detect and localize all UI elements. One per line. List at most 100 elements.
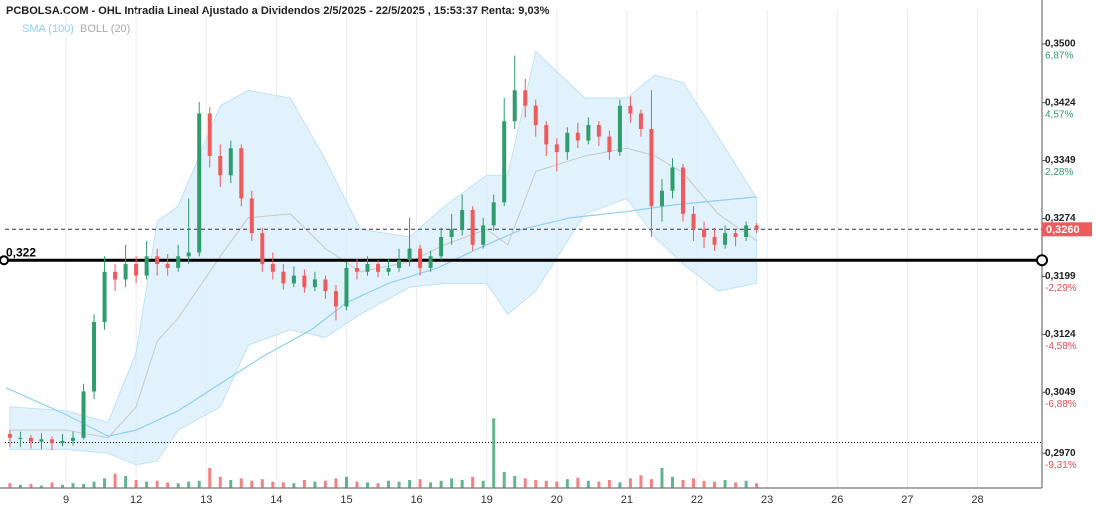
candle-body: [502, 121, 507, 203]
volume-bar: [744, 480, 748, 488]
candle-body: [512, 90, 517, 122]
candle-body: [554, 144, 559, 153]
candle-body: [270, 264, 275, 272]
x-tick-label: 26: [831, 494, 843, 506]
candle-body: [165, 264, 170, 268]
volume-bar: [145, 481, 149, 488]
volume-bar: [92, 481, 96, 488]
candle-body: [333, 291, 338, 307]
candle-body: [354, 267, 359, 272]
volume-bar: [639, 475, 643, 488]
candle-body: [281, 271, 286, 284]
candle-body: [28, 437, 33, 442]
volume-bar: [208, 468, 212, 488]
candle-body: [428, 256, 433, 268]
volume-bar: [82, 484, 86, 488]
candle-body: [638, 113, 643, 129]
y-pct-label: 6,87%: [1045, 51, 1073, 62]
candle-body: [71, 437, 76, 441]
x-tick-label: 19: [481, 494, 493, 506]
candle-body: [470, 210, 475, 245]
volume-bar: [713, 481, 717, 488]
x-tick-label: 13: [200, 494, 212, 506]
volume-bar: [387, 480, 391, 488]
candle-body: [439, 237, 444, 257]
candle-body: [628, 105, 633, 114]
candle-body: [228, 148, 233, 176]
candle-body: [365, 264, 370, 272]
volume-bar: [60, 484, 64, 488]
volume-bar: [124, 476, 128, 488]
volume-bar: [408, 480, 412, 488]
y-tick-label: 0,3500: [1045, 39, 1076, 50]
volume-bar: [39, 485, 43, 488]
volume-bar: [555, 481, 559, 488]
volume-bar: [702, 480, 706, 488]
candle-body: [81, 391, 86, 438]
volume-bar: [260, 479, 264, 488]
volume-bar: [734, 482, 738, 488]
x-tick-label: 23: [761, 494, 773, 506]
candle-body: [239, 148, 244, 199]
x-tick-label: 15: [340, 494, 352, 506]
volume-bar: [397, 481, 401, 488]
x-tick-label: 16: [410, 494, 422, 506]
volume-bar: [576, 477, 580, 488]
volume-bar: [134, 480, 138, 488]
candle-body: [491, 202, 496, 226]
volume-bar: [176, 483, 180, 488]
candle-body: [723, 233, 728, 245]
volume-bar: [166, 482, 170, 488]
volume-bar: [71, 483, 75, 488]
candle-body: [60, 440, 65, 444]
candle-body: [291, 275, 296, 284]
volume-bar: [281, 482, 285, 488]
volume-bar: [50, 482, 54, 488]
volume-bar: [323, 480, 327, 488]
candle-body: [260, 233, 265, 265]
volume-bar: [250, 480, 254, 488]
candle-body: [144, 256, 149, 276]
candle-body: [754, 225, 759, 230]
volume-bar: [229, 480, 233, 488]
volume-bar: [271, 481, 275, 488]
volume-bar: [8, 483, 12, 488]
volume-bar: [376, 483, 380, 488]
volume-bar: [344, 476, 348, 488]
candle-body: [113, 271, 118, 280]
volume-bar: [544, 480, 548, 488]
legend-entry: SMA (100): [22, 23, 74, 35]
y-tick-label: 0,2970: [1045, 448, 1076, 459]
price-badge-label: 0,3260: [1046, 224, 1080, 236]
volume-bar: [334, 478, 338, 488]
legend-entry: BOLL (20): [80, 23, 130, 35]
candle-body: [523, 90, 528, 106]
volume-bar: [755, 483, 759, 488]
volume-bar: [239, 478, 243, 488]
y-pct-label: 4,57%: [1045, 109, 1073, 120]
y-pct-label: -6,88%: [1045, 399, 1077, 410]
candle-body: [176, 256, 181, 268]
candle-body: [481, 225, 486, 245]
x-tick-label: 20: [551, 494, 563, 506]
y-pct-label: -4,58%: [1045, 341, 1077, 352]
y-pct-label: 2,28%: [1045, 167, 1073, 178]
x-tick-label: 22: [691, 494, 703, 506]
y-tick-label: 0,3199: [1045, 271, 1076, 282]
candle-body: [344, 267, 349, 307]
candle-body: [155, 256, 160, 265]
volume-bar: [365, 482, 369, 488]
candle-body: [533, 105, 538, 126]
candle-body: [302, 275, 307, 288]
volume-bar: [155, 480, 159, 488]
volume-bar: [692, 478, 696, 488]
candle-body: [312, 279, 317, 288]
x-tick-label: 28: [971, 494, 983, 506]
volume-bar: [187, 481, 191, 488]
y-tick-label: 0,3049: [1045, 387, 1076, 398]
volume-bar: [618, 482, 622, 488]
bollinger-fill: [9, 50, 758, 466]
chart-title: PCBOLSA.COM - OHL Intradia Lineal Ajusta…: [6, 5, 550, 17]
candle-body: [207, 113, 212, 156]
y-pct-label: -9,31%: [1045, 460, 1077, 471]
